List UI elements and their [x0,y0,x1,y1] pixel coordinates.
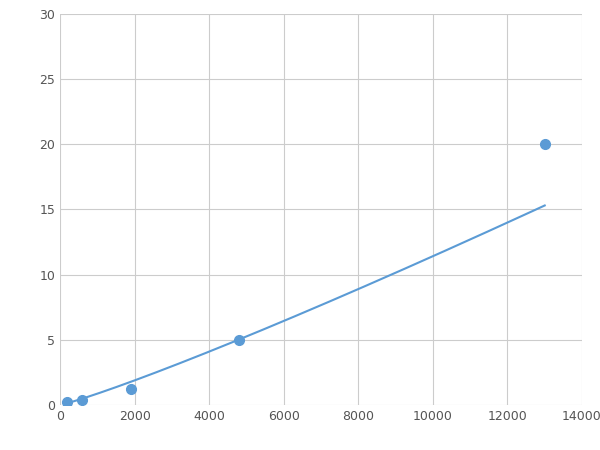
Point [540,140,550,148]
Point [126,386,136,393]
Point [234,336,244,343]
Point [77,396,87,403]
Point [62,399,72,406]
